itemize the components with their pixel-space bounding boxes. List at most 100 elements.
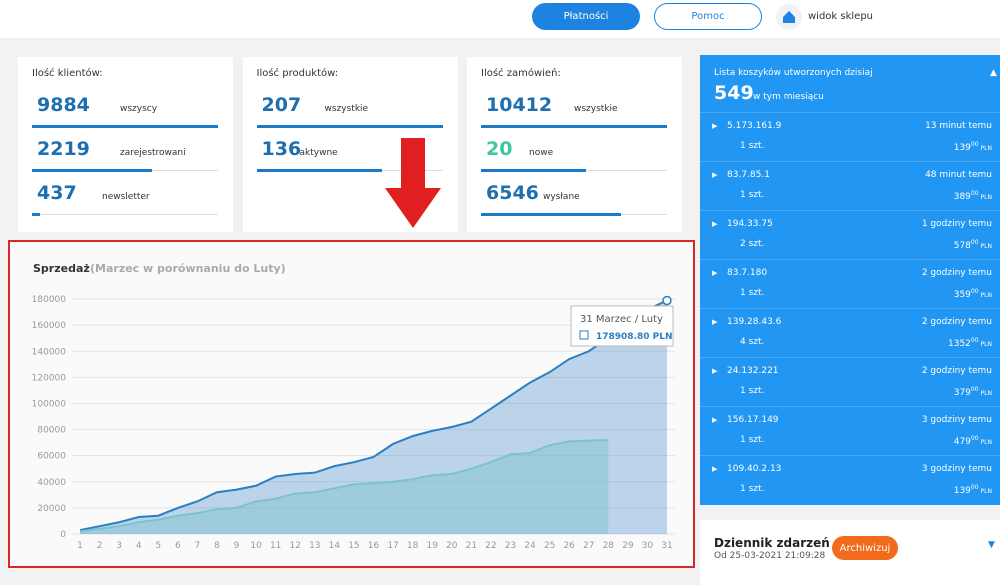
- chart-box: Sprzedaż (Marzec w porównaniu do Luty) 0…: [8, 240, 695, 568]
- carts-title: Lista koszyków utworzonych dzisiaj: [714, 68, 873, 78]
- stat-row: 6546 wysłane: [481, 174, 667, 216]
- stat-value: 6546: [486, 182, 539, 204]
- cart-qty: 1 szt.: [740, 141, 765, 151]
- cart-ip: 156.17.149: [727, 415, 779, 425]
- x-tick-label: 28: [603, 541, 615, 551]
- y-tick-label: 80000: [37, 426, 66, 436]
- bullet: ▶: [712, 122, 718, 130]
- cart-ip: 194.33.75: [727, 219, 773, 229]
- cart-qty: 2 szt.: [740, 239, 765, 249]
- x-tick-label: 21: [466, 541, 477, 551]
- price-currency: PLN: [980, 243, 992, 250]
- cart-time: 13 minut temu: [925, 121, 992, 131]
- bullet: ▶: [712, 318, 718, 326]
- progress-bar: [481, 213, 621, 216]
- x-tick-label: 30: [642, 541, 654, 551]
- bullet: ▶: [712, 367, 718, 375]
- payments-button[interactable]: Płatności: [532, 3, 640, 30]
- cart-price: 13900PLN: [954, 141, 992, 153]
- y-tick-label: 20000: [37, 504, 66, 514]
- shop-view-link[interactable]: widok sklepu: [808, 11, 874, 22]
- stat-value: 9884: [37, 94, 90, 116]
- cart-item: ▶ 109.40.2.13 3 godziny temu 1 szt. 13900PLN: [700, 455, 1000, 504]
- top-bar: Płatności Pomoc widok sklepu: [0, 0, 1000, 38]
- stat-title: Ilość produktów:: [256, 68, 339, 79]
- x-tick-label: 16: [368, 541, 380, 551]
- price-currency: PLN: [980, 145, 992, 152]
- cart-qty: 1 szt.: [740, 288, 765, 298]
- x-tick-label: 22: [485, 541, 496, 551]
- chart-subtitle: (Marzec w porównaniu do Luty): [90, 262, 286, 275]
- bullet: ▶: [712, 269, 718, 277]
- y-tick-label: 140000: [32, 347, 67, 357]
- log-since: Od 25-03-2021 21:09:28: [714, 551, 826, 561]
- price-cents: 00: [970, 484, 979, 491]
- x-tick-label: 15: [348, 541, 359, 551]
- stat-row: 2219 zarejestrowani: [32, 130, 218, 172]
- progress-bar: [256, 125, 443, 128]
- y-tick-label: 120000: [32, 373, 67, 383]
- cart-price: 47900PLN: [954, 435, 992, 447]
- bullet: ▶: [712, 171, 718, 179]
- price-currency: PLN: [980, 439, 992, 446]
- cart-price: 35900PLN: [954, 288, 992, 300]
- tooltip-value: 178908.80 PLN: [596, 332, 673, 342]
- stat-title: Ilość klientów:: [32, 68, 103, 79]
- x-tick-label: 20: [446, 541, 458, 551]
- price-currency: PLN: [980, 292, 992, 299]
- y-tick-label: 60000: [37, 452, 66, 462]
- cart-time: 3 godziny temu: [921, 415, 992, 425]
- price-amount: 139: [953, 486, 971, 496]
- red-arrow: [385, 138, 441, 228]
- x-tick-label: 10: [250, 541, 262, 551]
- progress-bar: [32, 213, 40, 216]
- stat-label: zarejestrowani: [120, 148, 186, 158]
- cart-time: 2 godziny temu: [921, 366, 992, 376]
- tooltip-swatch: [579, 330, 589, 340]
- stat-label: newsletter: [102, 192, 150, 202]
- x-tick-label: 5: [155, 541, 161, 551]
- stat-title: Ilość zamówień:: [481, 68, 561, 79]
- y-tick-label: 100000: [32, 399, 67, 409]
- x-tick-label: 4: [136, 541, 142, 551]
- price-cents: 00: [970, 386, 979, 393]
- stat-value: 20: [486, 138, 513, 160]
- cart-item: ▶ 83.7.85.1 48 minut temu 1 szt. 38900PLN: [700, 161, 1000, 210]
- bullet: ▶: [712, 465, 718, 473]
- stat-row: 10412 wszystkie: [481, 86, 667, 128]
- x-tick-label: 14: [329, 541, 341, 551]
- price-amount: 479: [953, 437, 971, 447]
- home-icon[interactable]: [776, 4, 802, 30]
- x-tick-label: 27: [583, 541, 594, 551]
- price-amount: 578: [953, 241, 971, 251]
- cart-price: 38900PLN: [954, 190, 992, 202]
- carts-panel: Lista koszyków utworzonych dzisiaj ▲ 549…: [700, 55, 1000, 505]
- line: [79, 439, 609, 533]
- archive-button[interactable]: Archiwizuj: [832, 536, 898, 560]
- stat-label: nowe: [529, 148, 554, 158]
- x-tick-label: 13: [309, 541, 320, 551]
- help-button[interactable]: Pomoc: [654, 3, 762, 30]
- chart: Sprzedaż (Marzec w porównaniu do Luty) 0…: [32, 262, 675, 551]
- event-log: Dziennik zdarzeń Od 25-03-2021 21:09:28 …: [700, 520, 1000, 585]
- collapse-icon[interactable]: ▲: [990, 68, 997, 78]
- expand-icon[interactable]: ▼: [988, 540, 995, 550]
- stat-value: 136: [261, 138, 302, 160]
- cart-price: 37900PLN: [954, 386, 992, 398]
- progress-bar: [256, 169, 382, 172]
- stat-label: wszyscy: [120, 104, 158, 114]
- progress-bar: [32, 125, 218, 128]
- area: [80, 300, 667, 534]
- stat-row: 207 wszystkie: [256, 86, 443, 128]
- progress-bar: [481, 125, 667, 128]
- cart-time: 3 godziny temu: [921, 464, 992, 474]
- cart-time: 2 godziny temu: [921, 268, 992, 278]
- y-tick-label: 40000: [37, 478, 66, 488]
- price-cents: 00: [970, 288, 979, 295]
- cart-item: ▶ 194.33.75 1 godziny temu 2 szt. 57800PLN: [700, 210, 1000, 259]
- x-tick-label: 7: [195, 541, 201, 551]
- x-tick-label: 31: [661, 541, 672, 551]
- price-currency: PLN: [980, 341, 992, 348]
- stat-value: 2219: [37, 138, 90, 160]
- carts-count-label: w tym miesiącu: [753, 92, 824, 102]
